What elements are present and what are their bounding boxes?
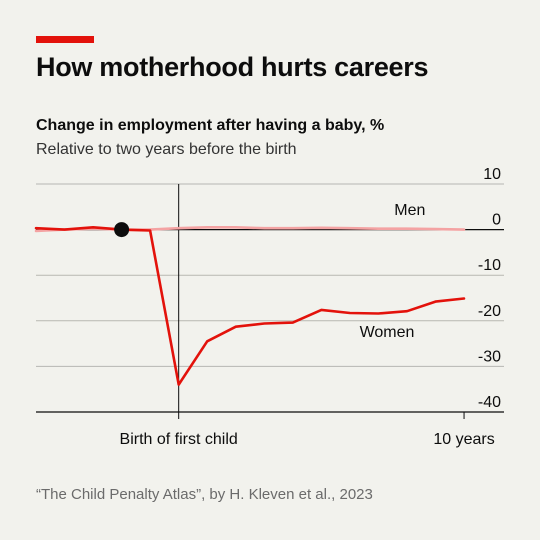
- y-tick-label: -10: [478, 257, 501, 274]
- y-tick-label: 10: [483, 166, 501, 183]
- women-series-line: [34, 226, 466, 386]
- y-tick-label: -20: [478, 303, 501, 320]
- birth-marker-dot: [114, 222, 130, 238]
- y-tick-label: -40: [478, 394, 501, 411]
- y-tick-label: 0: [492, 212, 501, 229]
- chart-description: Relative to two years before the birth: [36, 141, 297, 158]
- men-series-label: Men: [394, 202, 425, 219]
- source-note: “The Child Penalty Atlas”, by H. Kleven …: [36, 486, 373, 503]
- line-chart: 10 0 -10 -20 -30 -40 Birth of first child 10 ye…: [34, 166, 504, 448]
- axis-ticks: 10 0 -10 -20 -30 -40 Birth of first child 10 ye…: [120, 166, 502, 448]
- series-lines: [34, 222, 466, 386]
- x-tick-label: 10 years: [433, 431, 494, 448]
- x-tick-label: Birth of first child: [120, 431, 238, 448]
- y-tick-label: -30: [478, 348, 501, 365]
- women-series-label: Women: [360, 324, 415, 341]
- chart-subtitle: Change in employment after having a baby…: [36, 117, 385, 134]
- chart-title: How motherhood hurts careers: [36, 52, 429, 82]
- accent-bar: [36, 36, 94, 43]
- series-labels: Men Women: [360, 202, 426, 341]
